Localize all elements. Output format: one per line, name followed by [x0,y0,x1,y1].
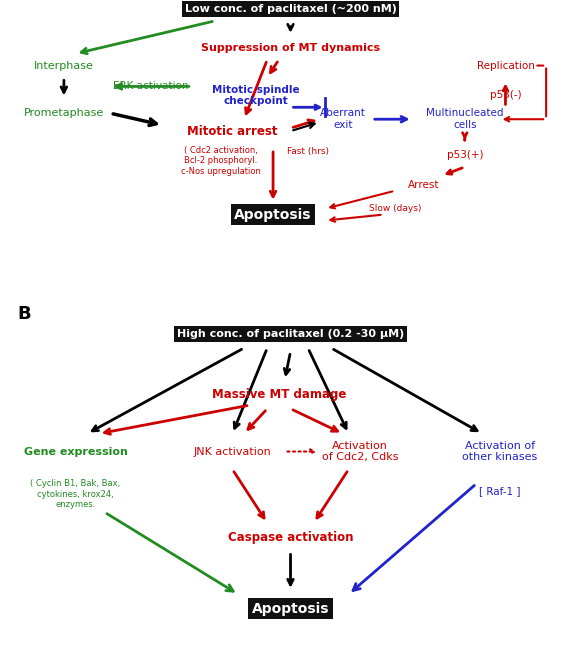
Text: High conc. of paclitaxel (0.2 -30 μM): High conc. of paclitaxel (0.2 -30 μM) [177,329,404,339]
Text: Caspase activation: Caspase activation [228,531,353,544]
Text: Activation of
other kinases: Activation of other kinases [462,441,537,462]
Text: Activation
of Cdc2, Cdks: Activation of Cdc2, Cdks [322,441,399,462]
Text: ERK activation: ERK activation [113,81,189,92]
Text: Arrest: Arrest [408,179,440,190]
Text: Suppression of MT dynamics: Suppression of MT dynamics [201,43,380,52]
Text: B: B [17,305,31,323]
Text: Prometaphase: Prometaphase [24,108,104,119]
Text: Fast (hrs): Fast (hrs) [287,147,329,157]
Text: ( Cyclin B1, Bak, Bax,
cytokines, krox24,
enzymes.: ( Cyclin B1, Bak, Bax, cytokines, krox24… [30,479,121,509]
Text: Aberrant
exit: Aberrant exit [320,109,365,130]
Text: p53(+): p53(+) [447,150,483,160]
Text: Mitotic arrest: Mitotic arrest [187,124,278,138]
Text: Gene expression: Gene expression [24,447,127,457]
Text: p53(-): p53(-) [490,90,521,100]
Text: Massive MT damage: Massive MT damage [211,388,346,401]
Text: Multinucleated
cells: Multinucleated cells [426,109,504,130]
Text: JNK activation: JNK activation [193,447,271,457]
Text: Replication: Replication [476,60,535,71]
Text: Apoptosis: Apoptosis [252,601,329,616]
Text: Slow (days): Slow (days) [369,204,421,213]
Text: ( Cdc2 activation,
Bcl-2 phosphoryl.
c-Nos upregulation: ( Cdc2 activation, Bcl-2 phosphoryl. c-N… [181,146,261,176]
Text: [ Raf-1 ]: [ Raf-1 ] [479,486,521,496]
Text: Apoptosis: Apoptosis [234,208,312,221]
Text: Mitotic spindle
checkpoint: Mitotic spindle checkpoint [212,84,299,106]
Text: Interphase: Interphase [34,60,94,71]
Text: Low conc. of paclitaxel (~200 nM): Low conc. of paclitaxel (~200 nM) [185,4,396,14]
